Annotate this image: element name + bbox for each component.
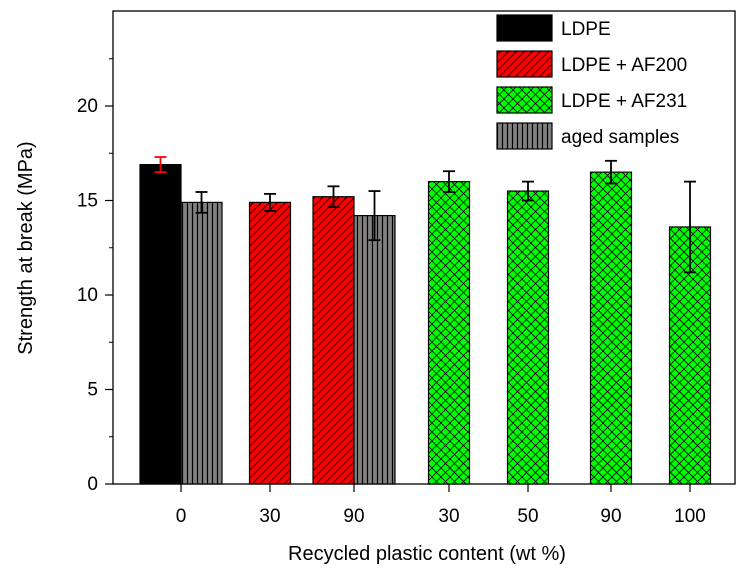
y-tick-label: 0 bbox=[87, 474, 98, 495]
x-tick-label: 90 bbox=[343, 506, 364, 527]
x-axis-title: Recycled plastic content (wt %) bbox=[288, 543, 566, 565]
y-tick-label: 20 bbox=[77, 96, 98, 117]
bar bbox=[139, 163, 182, 485]
bar bbox=[180, 201, 223, 485]
legend-label: LDPE + AF231 bbox=[561, 91, 687, 112]
legend-swatch bbox=[496, 50, 553, 78]
bars-layer bbox=[139, 163, 712, 485]
x-tick-label: 50 bbox=[517, 506, 538, 527]
legend-swatch bbox=[496, 122, 553, 150]
y-tick-label: 5 bbox=[87, 380, 98, 401]
bar bbox=[312, 196, 355, 485]
bar bbox=[506, 190, 550, 485]
bar bbox=[248, 201, 292, 485]
y-tick-label: 15 bbox=[77, 191, 98, 212]
legend-label: aged samples bbox=[561, 127, 679, 148]
x-tick-label: 100 bbox=[674, 506, 706, 527]
x-tick-label: 0 bbox=[176, 506, 187, 527]
errorbars-layer bbox=[154, 156, 696, 274]
bar bbox=[353, 215, 396, 485]
legend-label: LDPE + AF200 bbox=[561, 55, 687, 76]
y-axis: 0 5 10 15 20 bbox=[77, 58, 113, 495]
bar bbox=[589, 171, 633, 485]
legend-label: LDPE bbox=[561, 19, 611, 40]
x-tick-label: 90 bbox=[600, 506, 621, 527]
legend-swatch bbox=[496, 86, 553, 114]
x-tick-label: 30 bbox=[259, 506, 280, 527]
y-axis-title: Strength at break (MPa) bbox=[15, 141, 37, 354]
bar bbox=[427, 181, 471, 485]
y-tick-label: 10 bbox=[77, 285, 98, 306]
legend-swatch bbox=[496, 14, 553, 42]
x-axis: 0 30 90 30 50 90 100 bbox=[176, 484, 706, 527]
legend: LDPE LDPE + AF200 LDPE + AF231 aged samples bbox=[496, 14, 687, 150]
x-tick-label: 30 bbox=[438, 506, 459, 527]
